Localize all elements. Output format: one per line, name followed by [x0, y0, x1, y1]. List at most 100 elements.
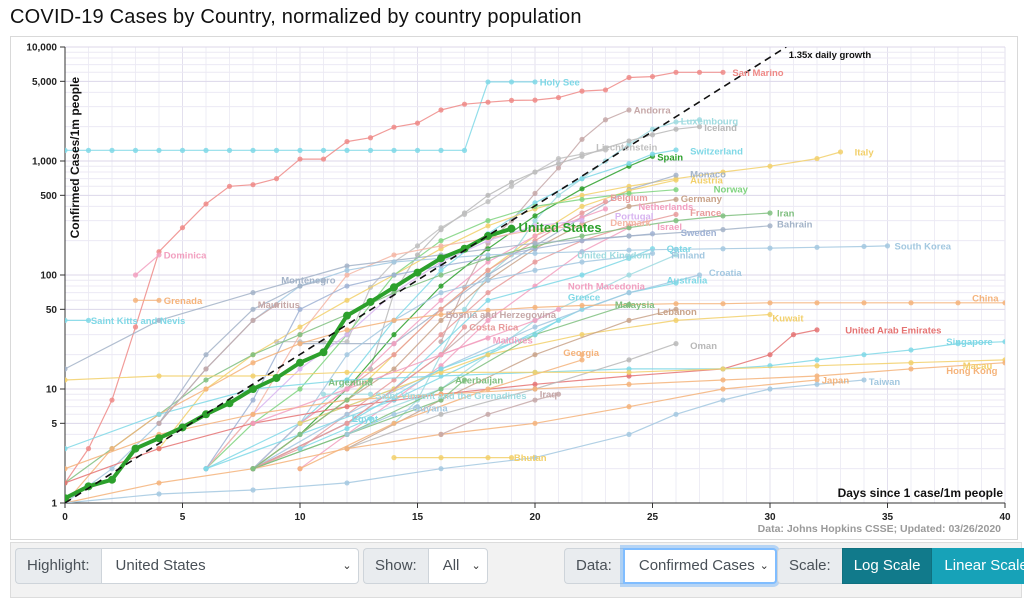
series-line: [65, 226, 513, 501]
data-point: [720, 213, 726, 219]
data-select[interactable]: Confirmed Cases ⌄: [622, 548, 777, 584]
data-point: [579, 88, 585, 94]
series-label: Italy: [855, 147, 875, 158]
series-line: [252, 274, 700, 470]
data-point: [579, 302, 585, 309]
data-point: [132, 272, 139, 278]
data-point: [438, 391, 444, 397]
data-point: [438, 107, 444, 113]
series-label: Liechtenstein: [596, 142, 657, 153]
reference-line-label: 1.35x daily growth: [789, 50, 872, 61]
data-point: [626, 255, 632, 261]
data-point: [272, 373, 281, 382]
data-point: [579, 357, 585, 363]
log-scale-button[interactable]: Log Scale: [841, 548, 933, 584]
series-egypt: [297, 415, 374, 452]
data-point: [320, 391, 327, 397]
chart-container: 0 5 10 15 20 25 30 35 40 1 5 10 50 100 500 1,000 5,000 10…: [10, 36, 1018, 540]
series-dominica: [132, 252, 162, 278]
data-point: [203, 366, 209, 372]
series-line: [393, 119, 700, 424]
data-point: [767, 300, 773, 306]
data-point: [367, 391, 374, 397]
y-tick-label: 1: [51, 499, 57, 510]
series-saint-vincent-and-the-grenadines: [320, 391, 374, 397]
series-label: France: [690, 208, 721, 219]
data-point: [532, 420, 538, 426]
data-point: [250, 182, 256, 188]
data-point: [438, 386, 444, 392]
data-point: [319, 348, 328, 357]
data-point: [85, 446, 92, 452]
data-point: [861, 243, 867, 250]
show-select[interactable]: All ⌄: [427, 548, 488, 584]
series-georgia: [297, 352, 585, 472]
data-point: [673, 317, 679, 323]
data-point: [626, 190, 632, 196]
y-tick-label: 10: [46, 385, 58, 396]
data-point: [579, 186, 585, 192]
data-point: [438, 373, 444, 379]
data-point: [626, 404, 632, 410]
data-point: [649, 73, 656, 80]
highlight-select-value: United States: [115, 557, 206, 574]
series-label: Finland: [671, 250, 705, 261]
data-point: [367, 415, 374, 422]
series-kuwait: [297, 311, 773, 426]
data-point: [673, 196, 679, 203]
series-label: Norway: [714, 184, 749, 195]
data-point: [250, 420, 256, 426]
data-point: [485, 272, 491, 278]
data-point: [438, 225, 444, 231]
data-point: [438, 290, 444, 296]
data-point: [250, 373, 256, 379]
data-point: [602, 206, 609, 212]
data-point: [461, 211, 468, 218]
series-taiwan: [65, 377, 867, 503]
data-point: [1002, 300, 1005, 306]
data-point: [579, 192, 585, 198]
series-label: Sweden: [681, 228, 717, 239]
series-mauritius: [156, 301, 280, 426]
series-label: Egypt: [352, 414, 379, 425]
data-point: [414, 120, 421, 126]
data-point: [532, 169, 538, 175]
series-label: Saint Vincent and the Grenadines: [375, 391, 526, 402]
series-line: [65, 212, 771, 484]
series-line: [252, 379, 465, 470]
x-tick-label: 20: [529, 512, 541, 523]
data-point: [438, 352, 444, 358]
data-point: [461, 147, 468, 153]
linear-scale-button[interactable]: Linear Scale: [932, 548, 1024, 584]
data-point: [344, 263, 350, 269]
data-point: [65, 317, 68, 323]
data-point: [367, 377, 374, 383]
data-point: [908, 366, 914, 372]
series-label: Greece: [568, 293, 600, 304]
data-point: [109, 397, 115, 403]
y-tick-label: 10,000: [26, 43, 57, 54]
data-point: [273, 176, 280, 182]
data-point: [814, 377, 820, 383]
data-point: [602, 117, 609, 123]
data-point: [579, 151, 585, 157]
y-tick-label: 500: [40, 191, 57, 202]
data-point: [297, 446, 303, 452]
data-point: [579, 272, 585, 278]
data-point: [673, 218, 679, 224]
series-label: United Kingdom: [577, 250, 650, 261]
data-point: [602, 199, 609, 205]
highlight-select[interactable]: United States ⌄: [100, 548, 359, 584]
series-san-marino: [65, 69, 726, 486]
data-point: [132, 324, 139, 330]
data-point: [532, 381, 538, 387]
x-tick-label: 40: [999, 512, 1011, 523]
data-point: [508, 79, 515, 85]
data-point: [344, 411, 350, 417]
series-label: Luxembourg: [681, 116, 739, 127]
data-point: [485, 199, 491, 205]
data-point: [156, 373, 162, 379]
data-point: [297, 466, 303, 472]
data-point: [391, 455, 397, 461]
data-point: [720, 377, 726, 383]
